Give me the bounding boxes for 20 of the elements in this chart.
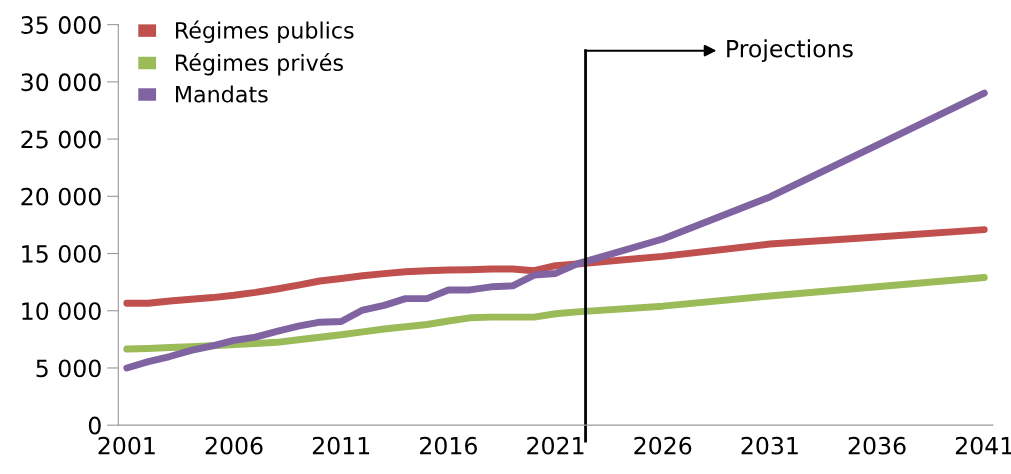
legend-label: Régimes publics bbox=[176, 20, 354, 44]
y-tick-label: 5 000 bbox=[36, 359, 101, 378]
x-tick-label: 2001 bbox=[98, 436, 155, 455]
x-tick-label: 2031 bbox=[741, 436, 798, 455]
legend-label: Mandats bbox=[176, 85, 268, 103]
x-tick-label: 2006 bbox=[205, 436, 263, 455]
x-tick-label: 2016 bbox=[420, 436, 477, 455]
y-tick-label: 10 000 bbox=[22, 302, 101, 321]
x-tick-label: 2026 bbox=[634, 436, 692, 455]
y-tick-label: 15 000 bbox=[22, 244, 101, 263]
y-tick-label: 0 bbox=[88, 416, 101, 435]
y-tick-label: 30 000 bbox=[21, 73, 101, 92]
x-tick-label: 2011 bbox=[312, 436, 370, 455]
ref-line-label: Projections bbox=[727, 39, 853, 63]
y-tick-label: 25 000 bbox=[21, 130, 101, 149]
y-tick-label: 35 000 bbox=[21, 16, 101, 34]
y-tick-label: 20 000 bbox=[21, 187, 101, 206]
x-tick-label: 2036 bbox=[848, 436, 906, 455]
x-tick-label: 2021 bbox=[527, 436, 584, 455]
legend-label: Régimes privés bbox=[176, 53, 343, 76]
